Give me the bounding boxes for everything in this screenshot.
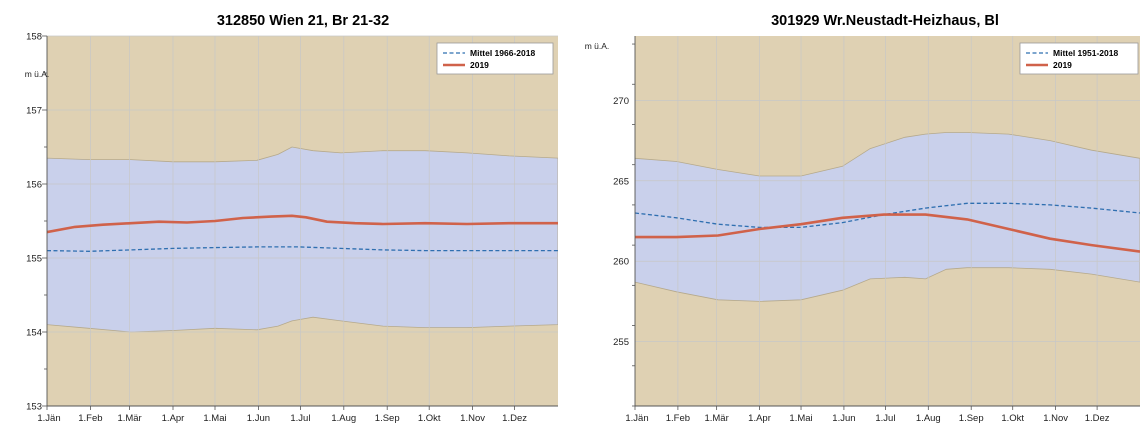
x-tick-label: 1.Jul bbox=[290, 413, 310, 424]
x-tick-label: 1.Sep bbox=[375, 413, 400, 424]
y-tick-label: 156 bbox=[26, 180, 42, 191]
y-tick-label: 260 bbox=[613, 257, 629, 268]
legend-label: Mittel 1951-2018 bbox=[1053, 48, 1118, 58]
x-tick-label: 1.Mai bbox=[203, 413, 226, 424]
x-tick-label: 1.Sep bbox=[959, 413, 984, 424]
x-tick-label: 1.Apr bbox=[748, 413, 771, 424]
series-line-year bbox=[635, 213, 1140, 253]
x-tick-label: 1.Jul bbox=[875, 413, 895, 424]
legend-box bbox=[436, 42, 554, 75]
x-tick-label: 1.Jän bbox=[625, 413, 648, 424]
y-tick-label: 158 bbox=[26, 32, 42, 43]
legend: Mittel 1966-2018 2019 bbox=[436, 42, 554, 75]
chart-title: 312850 Wien 21, Br 21-32 bbox=[217, 13, 389, 29]
y-axis-unit-label: m ü.A. bbox=[585, 41, 610, 51]
x-tick-label: 1.Dez bbox=[502, 413, 527, 424]
x-tick-label: 1.Mär bbox=[704, 413, 728, 424]
x-tick-label: 1.Jun bbox=[832, 413, 855, 424]
series-line-year bbox=[47, 214, 558, 234]
chart-panel-1: 312850 Wien 21, Br 21-32 153 154 155 156 157 1… bbox=[25, 13, 558, 424]
legend-box bbox=[1019, 42, 1139, 75]
x-tick-label: 1.Aug bbox=[916, 413, 941, 424]
y-axis-unit-label: m ü.A. bbox=[25, 69, 50, 79]
chart-panel-2: 301929 Wr.Neustadt-Heizhaus, Bl 255 260 265… bbox=[585, 13, 1140, 424]
legend: Mittel 1951-2018 2019 bbox=[1019, 42, 1139, 75]
x-tick-label: 1.Mai bbox=[789, 413, 812, 424]
y-tick-label: 155 bbox=[26, 254, 42, 265]
y-tick-label: 153 bbox=[26, 402, 42, 413]
x-tick-label: 1.Feb bbox=[666, 413, 690, 424]
x-tick-label: 1.Okt bbox=[1001, 413, 1024, 424]
x-tick-label: 1.Dez bbox=[1085, 413, 1110, 424]
x-tick-label: 1.Okt bbox=[418, 413, 441, 424]
legend-label: 2019 bbox=[470, 60, 489, 70]
x-tick-label: 1.Jun bbox=[247, 413, 270, 424]
y-tick-label: 157 bbox=[26, 106, 42, 117]
x-tick-label: 1.Nov bbox=[1043, 413, 1068, 424]
range-band bbox=[47, 146, 558, 333]
y-tick-label: 265 bbox=[613, 176, 629, 187]
legend-label: Mittel 1966-2018 bbox=[470, 48, 535, 58]
y-tick-label: 270 bbox=[613, 96, 629, 107]
x-tick-label: 1.Feb bbox=[78, 413, 102, 424]
x-tick-label: 1.Nov bbox=[460, 413, 485, 424]
chart-title: 301929 Wr.Neustadt-Heizhaus, Bl bbox=[771, 13, 999, 29]
x-tick-label: 1.Jän bbox=[37, 413, 60, 424]
gridlines bbox=[47, 35, 558, 407]
legend-label: 2019 bbox=[1053, 60, 1072, 70]
x-tick-label: 1.Aug bbox=[331, 413, 356, 424]
x-tick-label: 1.Mär bbox=[117, 413, 141, 424]
x-tick-label: 1.Apr bbox=[162, 413, 185, 424]
y-tick-label: 255 bbox=[613, 337, 629, 348]
y-tick-label: 154 bbox=[26, 328, 42, 339]
